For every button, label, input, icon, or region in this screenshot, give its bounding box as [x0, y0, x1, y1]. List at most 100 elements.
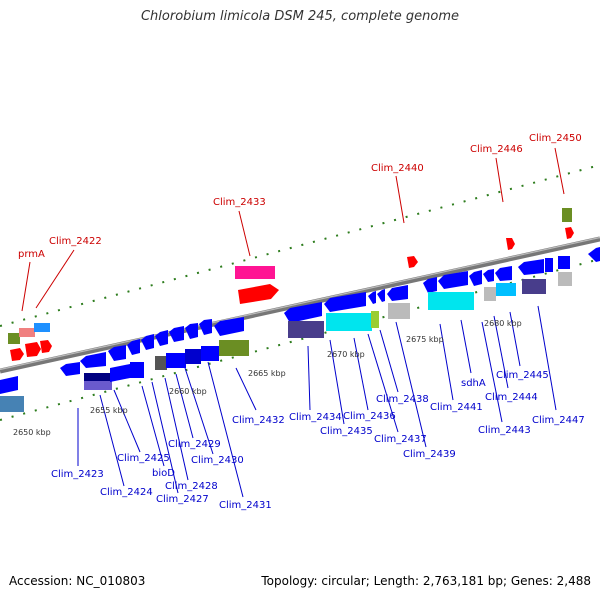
connector-line	[367, 333, 399, 433]
gene-label: Clim_2441	[430, 402, 483, 413]
connector-line	[379, 329, 399, 393]
gene-feature	[166, 353, 186, 368]
gene-feature	[214, 317, 244, 336]
gene-feature	[199, 319, 212, 335]
scale-label: 2665 kbp	[248, 369, 286, 378]
gene-feature	[60, 362, 80, 376]
forward-label-connectors	[21, 147, 565, 312]
gene-feature	[84, 381, 112, 390]
gene-feature	[562, 208, 572, 222]
connector-line	[493, 315, 509, 389]
gene-feature	[84, 373, 112, 383]
connector-line	[554, 147, 565, 195]
gene-label: Clim_2423	[51, 469, 104, 480]
gene-feature	[388, 303, 410, 319]
connector-line	[329, 339, 345, 425]
gene-feature	[484, 287, 496, 301]
gene-feature	[558, 256, 570, 269]
gene-label: Clim_2436	[343, 411, 396, 422]
gene-feature	[0, 376, 18, 394]
gene-feature	[8, 333, 20, 344]
gene-feature	[368, 291, 376, 304]
gene-feature	[185, 349, 201, 364]
gene-label: Clim_2439	[403, 449, 456, 460]
gene-label: Clim_2427	[156, 494, 209, 505]
scale-label: 2680 kbp	[484, 319, 522, 328]
gene-feature	[588, 247, 600, 262]
reverse-label-connectors	[77, 305, 557, 498]
gene-feature	[25, 342, 41, 357]
gene-feature	[0, 396, 24, 412]
topology-info-text: Topology: circular; Length: 2,763,181 bp…	[261, 574, 591, 588]
gene-label: Clim_2446	[470, 144, 523, 155]
gene-feature	[108, 345, 126, 361]
gene-feature	[155, 330, 168, 346]
gene-feature	[377, 289, 385, 302]
gene-label: Clim_2434	[289, 412, 342, 423]
gene-label: Clim_2444	[485, 392, 538, 403]
gene-feature	[40, 340, 52, 353]
gene-feature	[130, 362, 144, 378]
gene-label: Clim_2447	[532, 415, 585, 426]
gene-label: Clim_2443	[478, 425, 531, 436]
gene-feature	[522, 279, 546, 294]
outer-tick-track	[0, 164, 600, 327]
gene-label: sdhA	[461, 378, 486, 389]
connector-line	[495, 157, 504, 203]
gene-feature	[127, 339, 140, 355]
genome-backbone	[0, 236, 600, 374]
gene-feature	[324, 292, 366, 312]
gene-feature	[219, 340, 249, 356]
reverse-features	[0, 247, 600, 412]
gene-label: Clim_2424	[100, 487, 153, 498]
gene-feature	[423, 277, 437, 293]
connector-line	[307, 345, 311, 411]
connector-line	[141, 385, 165, 467]
connector-line	[395, 321, 427, 448]
gene-feature	[428, 292, 474, 310]
gene-feature	[110, 364, 130, 382]
gene-feature	[518, 259, 544, 275]
connector-line	[439, 323, 454, 401]
gene-feature	[387, 285, 408, 301]
scale-label: 2650 kbp	[13, 428, 51, 437]
scale-label: 2660 kbp	[169, 387, 207, 396]
gene-feature	[438, 271, 468, 289]
gene-label: Clim_2433	[213, 197, 266, 208]
gene-feature	[238, 284, 279, 304]
gene-label: Clim_2432	[232, 415, 285, 426]
gene-label: Clim_2437	[374, 434, 427, 445]
gene-feature	[483, 269, 494, 282]
gene-label: Clim_2435	[320, 426, 373, 437]
gene-feature	[565, 227, 574, 239]
gene-label: prmA	[18, 249, 45, 260]
gene-label: Clim_2428	[165, 481, 218, 492]
connector-line	[35, 249, 75, 309]
connector-line	[113, 389, 141, 453]
connector-line	[460, 319, 472, 374]
connector-line	[164, 377, 189, 481]
scale-label: 2675 kbp	[406, 335, 444, 344]
gene-label: Clim_2430	[191, 455, 244, 466]
gene-feature	[34, 323, 50, 332]
gene-feature	[155, 356, 167, 370]
connector-line	[175, 373, 194, 439]
gene-feature	[141, 334, 154, 350]
gene-label: Clim_2450	[529, 133, 582, 144]
gene-feature	[185, 323, 198, 339]
gene-feature	[80, 352, 106, 368]
gene-feature	[326, 313, 372, 331]
gene-feature	[407, 256, 418, 268]
gene-feature	[19, 328, 35, 337]
gene-label: Clim_2440	[371, 163, 424, 174]
connector-line	[395, 175, 405, 224]
gene-feature	[169, 326, 184, 342]
scale-label: 2670 kbp	[327, 350, 365, 359]
gene-feature	[284, 302, 322, 323]
scale-labels: 2650 kbp 2655 kbp 2660 kbp 2665 kbp 2670…	[13, 319, 522, 437]
gene-label: Clim_2422	[49, 236, 102, 247]
gene-feature	[506, 238, 515, 250]
connector-line	[537, 305, 557, 411]
